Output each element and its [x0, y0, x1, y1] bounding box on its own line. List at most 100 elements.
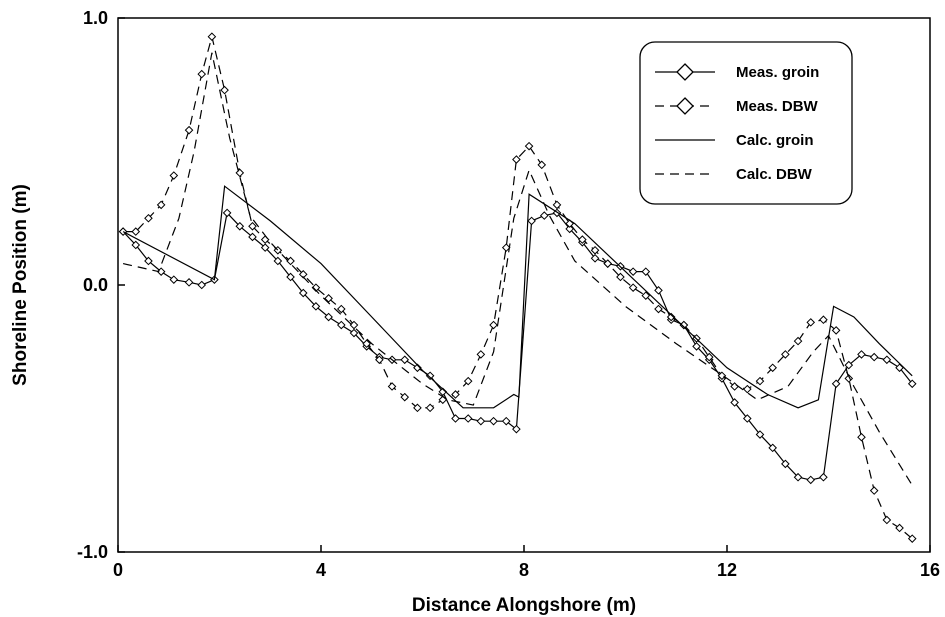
point-s0-26 — [451, 414, 460, 423]
series-0 — [118, 208, 917, 485]
point-s0-58 — [857, 350, 866, 359]
point-s1-38 — [603, 259, 613, 268]
x-tick-label-0: 0 — [113, 560, 123, 580]
point-s0-50 — [755, 430, 765, 439]
point-s1-5 — [184, 125, 194, 135]
point-s0-33 — [539, 211, 549, 220]
point-s0-57 — [844, 360, 854, 370]
point-s0-12 — [273, 256, 283, 266]
point-s0-2 — [144, 256, 153, 266]
point-s1-39 — [616, 272, 625, 282]
point-s1-27 — [463, 376, 473, 386]
point-s1-7 — [207, 32, 217, 41]
point-s1-36 — [578, 235, 587, 244]
point-s0-37 — [590, 253, 600, 263]
point-s1-16 — [324, 294, 333, 303]
y-tick-label-1: 0.0 — [83, 275, 108, 295]
point-s0-5 — [184, 278, 194, 287]
point-s1-13 — [286, 256, 295, 266]
y-tick-label-2: 1.0 — [83, 8, 108, 28]
point-s0-55 — [819, 472, 828, 482]
point-s1-26 — [451, 390, 460, 399]
point-s1-50 — [755, 376, 765, 386]
legend-label-3: Calc. DBW — [736, 166, 813, 183]
point-s0-8 — [222, 208, 232, 218]
point-s1-20 — [375, 355, 384, 365]
point-s1-29 — [489, 320, 498, 330]
point-s0-42 — [654, 286, 663, 295]
legend-label-1: Meas. DBW — [736, 98, 819, 115]
point-s0-32 — [527, 216, 536, 226]
point-s1-24 — [425, 403, 435, 413]
point-s1-28 — [476, 350, 486, 359]
point-s0-30 — [501, 416, 511, 426]
x-tick-label-4: 16 — [920, 560, 940, 580]
point-s0-59 — [869, 352, 879, 362]
point-s1-22 — [400, 392, 410, 402]
legend-label-2: Calc. groin — [736, 132, 814, 149]
point-s0-48 — [730, 398, 739, 407]
point-s1-57 — [844, 374, 854, 383]
point-s0-17 — [336, 320, 346, 330]
point-s1-59 — [869, 486, 879, 495]
point-s1-30 — [501, 243, 511, 252]
point-s0-27 — [463, 414, 473, 423]
point-s1-21 — [387, 382, 397, 391]
point-s1-4 — [169, 171, 179, 180]
point-s1-6 — [197, 69, 207, 79]
point-s1-31 — [512, 155, 521, 164]
point-s1-9 — [235, 168, 245, 178]
y-axis-title: Shoreline Position (m) — [10, 184, 31, 386]
x-tick-label-2: 8 — [519, 560, 529, 580]
point-s1-2 — [144, 213, 153, 223]
y-tick-label-0: -1.0 — [77, 542, 108, 562]
series-2 — [122, 185, 913, 409]
point-s0-10 — [248, 232, 257, 242]
series-layer — [118, 32, 917, 543]
point-s0-22 — [400, 355, 410, 365]
point-s1-53 — [793, 336, 803, 346]
series-line-2 — [122, 185, 913, 409]
point-s0-1 — [131, 240, 141, 250]
legend: Meas. groin Meas. DBW Calc. groin Calc. DBW — [639, 41, 853, 205]
point-s0-31 — [512, 424, 521, 434]
point-s1-14 — [298, 270, 308, 279]
point-s0-60 — [882, 355, 892, 365]
point-s1-61 — [895, 523, 904, 533]
legend-marker-1 — [676, 97, 694, 115]
point-s0-16 — [324, 312, 333, 322]
point-s0-52 — [781, 459, 790, 469]
legend-label-0: Meas. groin — [736, 64, 819, 81]
point-s0-6 — [197, 280, 207, 290]
point-s0-14 — [298, 288, 308, 298]
point-s0-41 — [641, 267, 651, 276]
point-s0-29 — [489, 416, 498, 426]
x-tick-label-1: 4 — [316, 560, 326, 580]
x-axis-title: Distance Alongshore (m) — [412, 595, 636, 616]
point-s1-41 — [641, 291, 651, 300]
point-s0-53 — [793, 472, 803, 482]
legend-box — [639, 41, 853, 205]
point-s1-47 — [717, 371, 727, 381]
point-s1-40 — [628, 283, 638, 292]
point-s1-42 — [654, 304, 663, 314]
series-3 — [122, 52, 913, 486]
point-s1-10 — [248, 221, 257, 231]
point-s0-23 — [413, 363, 422, 373]
point-s1-56 — [831, 326, 841, 335]
point-s0-13 — [286, 272, 295, 282]
point-s0-4 — [169, 275, 179, 284]
point-s1-46 — [704, 352, 714, 362]
axis-ticks: 0 4 8 12 16 -1.0 0.0 1.0 — [77, 8, 940, 580]
point-s0-54 — [806, 475, 816, 485]
legend-marker-0 — [676, 63, 694, 81]
point-s0-15 — [311, 302, 321, 311]
point-s0-62 — [907, 379, 917, 389]
legend-entries: Meas. groin Meas. DBW Calc. groin Calc. DBW — [655, 63, 819, 183]
point-s1-58 — [857, 432, 866, 442]
point-s0-35 — [565, 224, 574, 234]
point-s0-51 — [768, 443, 777, 453]
point-s1-1 — [131, 227, 141, 236]
point-s1-51 — [768, 363, 777, 373]
